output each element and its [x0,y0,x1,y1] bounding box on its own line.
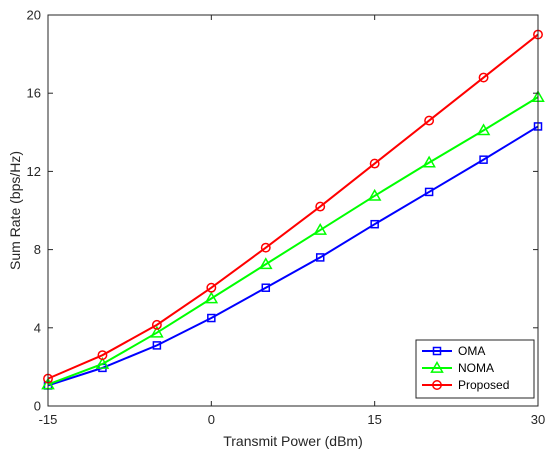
x-axis-label: Transmit Power (dBm) [223,433,363,449]
y-tick-label: 8 [34,242,41,257]
data-point-proposed [206,282,217,293]
legend-marker [432,346,442,356]
data-point-proposed [151,319,162,330]
y-axis-label: Sum Rate (bps/Hz) [7,151,23,270]
x-axis-ticks: -15 0 15 30 [39,15,545,427]
data-point-oma [370,219,379,229]
legend-item-proposed: Proposed [422,378,509,392]
data-point-noma [150,325,164,338]
legend-marker [430,360,444,373]
series-noma [41,90,545,390]
data-point-noma [313,223,328,235]
legend-item-oma: OMA [422,344,485,358]
data-point-proposed [424,115,435,126]
x-tick-label: 0 [208,412,215,427]
y-tick-label: 16 [27,86,41,101]
legend-item-noma: NOMA [422,360,494,375]
series-line-noma [47,96,539,386]
series-layer [41,29,545,390]
data-point-oma [315,253,325,262]
series-line-proposed [47,33,539,380]
plot-area-frame [47,14,539,407]
legend-label: OMA [458,344,485,358]
legend: OMA NOMA Proposed [415,339,535,399]
data-point-oma [207,313,216,323]
data-point-noma [476,123,491,136]
data-point-noma [95,356,110,369]
data-point-proposed [97,350,108,361]
data-point-noma [258,257,273,270]
x-tick-label: -15 [39,412,58,427]
data-point-proposed [260,242,271,253]
legend-marker [432,380,442,390]
y-tick-label: 20 [27,8,41,23]
series-proposed [43,29,543,384]
series-line-oma [47,125,539,387]
data-point-oma [261,283,271,292]
legend-label: Proposed [458,378,509,392]
x-tick-label: 15 [367,412,381,427]
y-tick-label: 0 [34,399,41,414]
x-tick-label: 30 [531,412,545,427]
data-point-proposed [478,72,489,83]
legend-label: NOMA [458,361,494,375]
y-tick-label: 4 [34,320,41,335]
data-point-noma [204,291,219,304]
y-axis-ticks: 0 4 8 12 16 20 [27,8,538,414]
data-point-noma [367,188,382,201]
data-point-oma [479,155,488,164]
data-point-proposed [369,158,380,169]
data-point-oma [424,187,434,197]
data-point-noma [422,155,436,168]
data-point-proposed [315,201,326,212]
data-point-oma [152,341,162,350]
y-tick-label: 12 [27,164,41,179]
